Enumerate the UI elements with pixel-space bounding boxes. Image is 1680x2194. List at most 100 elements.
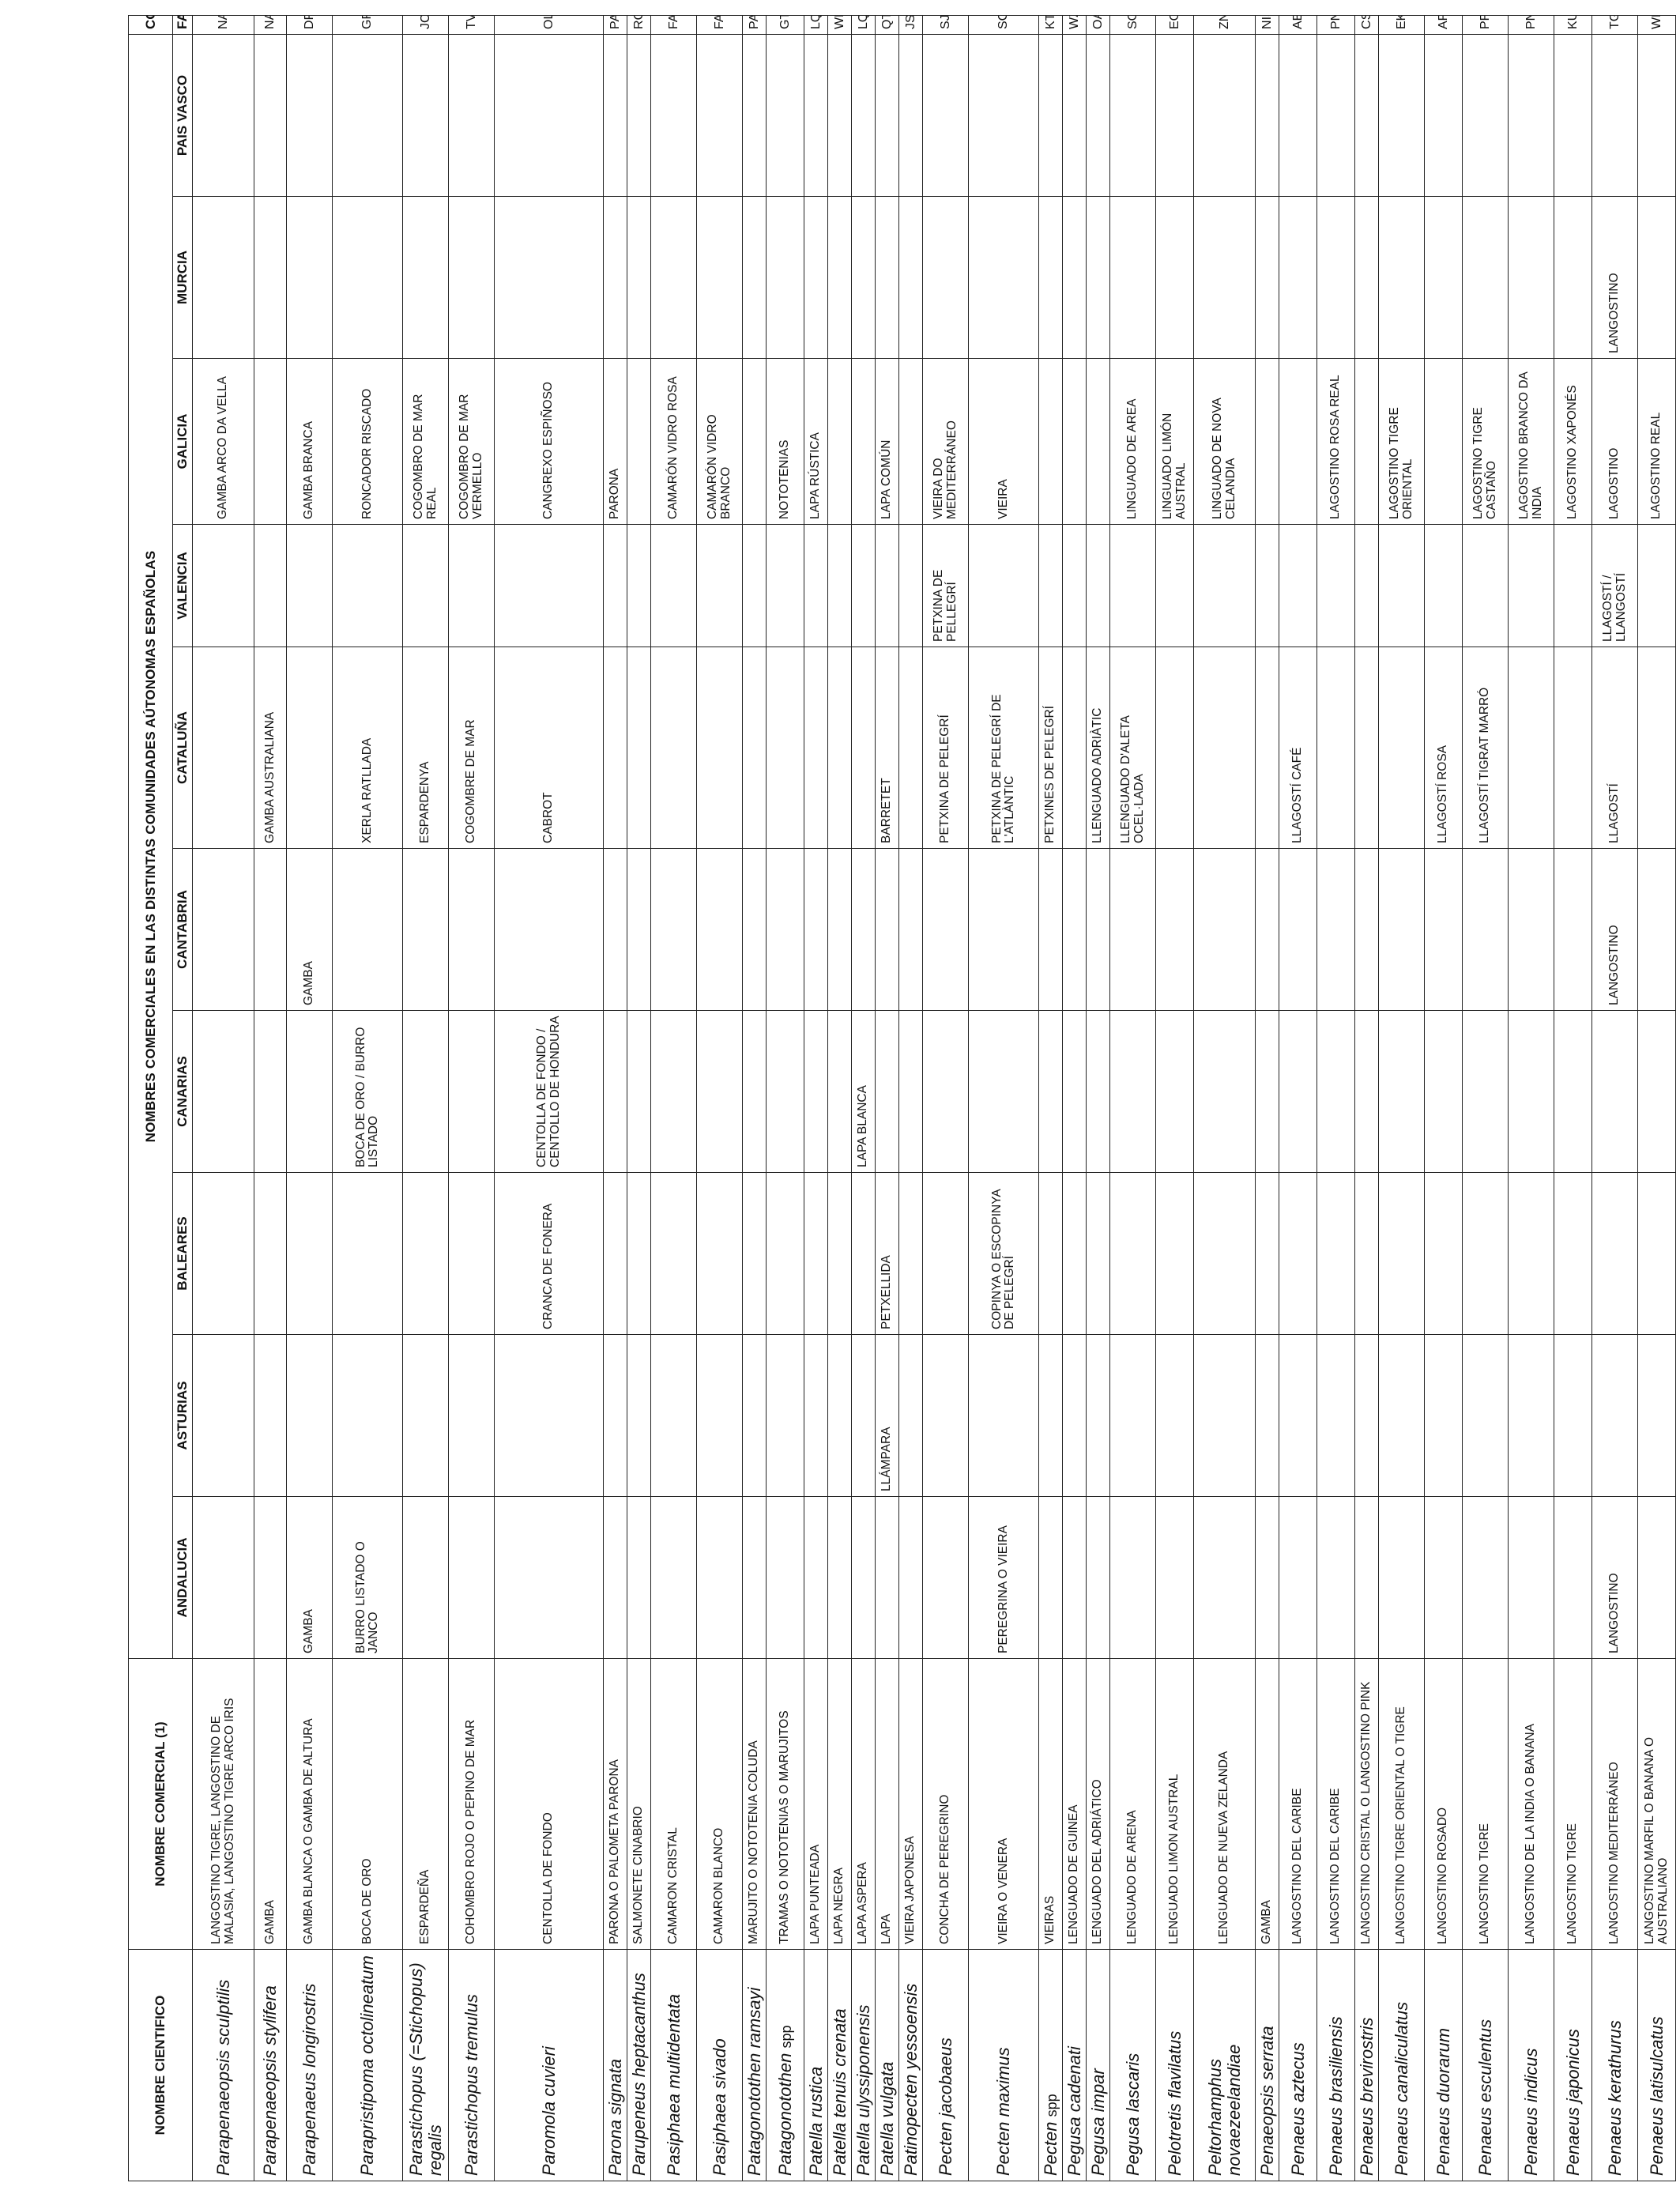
region-name-cell [766, 848, 804, 1011]
table-row: Penaeus aztecus LANGOSTINO DEL CARIBE LLAG… [1279, 15, 1317, 2181]
region-name-cell [603, 524, 627, 647]
region-name-cell: RONCADOR RISCADO [332, 358, 403, 525]
commercial-name: GAMBA [1255, 1658, 1279, 1950]
region-name-cell [766, 34, 804, 197]
region-name-cell [1255, 1496, 1279, 1659]
region-name-cell [494, 34, 604, 197]
region-name-cell [1508, 1334, 1554, 1497]
region-name-cell [922, 1334, 969, 1497]
region-name-cell [402, 524, 449, 647]
region-name-cell [1317, 1172, 1355, 1335]
region-name-cell [1279, 524, 1317, 647]
scientific-name: Penaeus brevirostris [1356, 2017, 1377, 2176]
region-name-cell [1317, 34, 1355, 197]
scientific-name-cell: Penaeus canaliculatus [1378, 1949, 1425, 2181]
scientific-name: Pegusa lascaris [1122, 2053, 1143, 2176]
scientific-name: Parapenaeopsis sculptilis [213, 1979, 233, 2176]
region-name-cell: COPINYA O ESCOPINYA DE PELEGRÍ [968, 1172, 1039, 1335]
region-name-cell [1591, 1172, 1638, 1335]
scientific-name: Parastichopus tremulus [461, 1994, 481, 2176]
region-name-cell [922, 196, 969, 359]
region-name-cell [922, 34, 969, 197]
region-name-cell [1462, 1334, 1509, 1497]
region-name-cell [1637, 848, 1676, 1011]
region-name-cell [1354, 1496, 1379, 1659]
commercial-name: PARONA O PALOMETA PARONA [603, 1658, 627, 1950]
region-name-cell [696, 1172, 743, 1335]
region-name-cell [898, 848, 923, 1011]
region-name-cell: PETXINA DE PELLEGRÍ [922, 524, 969, 647]
region-name-cell [1038, 1496, 1063, 1659]
region-name-cell [254, 358, 287, 525]
region-name-cell: LLÁMPARA [875, 1334, 899, 1497]
scientific-name-cell: Patella ulyssiponensis [851, 1949, 876, 2181]
region-name-cell [742, 524, 767, 647]
scientific-name-cell: Parastichopus (=Stichopus) regalis [402, 1949, 449, 2181]
region-name-cell [627, 1334, 651, 1497]
region-name-cell [827, 1172, 852, 1335]
fao-code: WKP [1637, 15, 1676, 35]
region-name-cell [1038, 196, 1063, 359]
region-name-cell [1193, 848, 1256, 1011]
table-row: Paromola cuvieri CENTOLLA DE FONDO CRANCA … [494, 15, 604, 2181]
fao-code: GRA [332, 15, 403, 35]
region-name-cell [696, 524, 743, 647]
region-name-cell [827, 1496, 852, 1659]
region-name-cell [766, 1172, 804, 1335]
region-name-cell [1637, 196, 1676, 359]
region-name-cell [1378, 647, 1425, 849]
region-name-cell [254, 524, 287, 647]
region-name-cell [1038, 1334, 1063, 1497]
region-name-cell [1086, 1334, 1110, 1497]
commercial-name: LANGOSTINO TIGRE [1462, 1658, 1509, 1950]
table-row: Penaeus brevirostris LANGOSTINO CRISTAL O… [1354, 15, 1379, 2181]
region-name-cell [603, 34, 627, 197]
region-name-cell [696, 1334, 743, 1497]
fao-code: WZA [1062, 15, 1087, 35]
region-name-cell [1038, 34, 1063, 197]
region-name-cell [1086, 34, 1110, 197]
scientific-name: Pelotretis flavilatus [1164, 2030, 1185, 2176]
scientific-name: Patagonotothen ramsayi [744, 1987, 764, 2177]
region-name-cell [1255, 1010, 1279, 1173]
region-name-cell [1062, 848, 1087, 1011]
scientific-name: Pecten [1040, 2121, 1060, 2177]
region-name-cell [1462, 196, 1509, 359]
region-name-cell [1591, 1334, 1638, 1497]
region-name-cell: CRANCA DE FONERA [494, 1172, 604, 1335]
region-name-cell [827, 848, 852, 1011]
region-name-cell [627, 1010, 651, 1173]
region-name-cell [1508, 1496, 1554, 1659]
region-name-cell: LLAGOSTÍ / LLANGOSTÍ [1591, 524, 1638, 647]
region-name-cell [804, 1496, 828, 1659]
region-name-cell [1317, 1010, 1355, 1173]
region-name-cell [1354, 34, 1379, 197]
region-name-cell [254, 196, 287, 359]
region-name-cell [742, 647, 767, 849]
region-name-cell [1424, 34, 1463, 197]
commercial-name: LENGUADO DE GUINEA [1062, 1658, 1087, 1950]
region-name-cell [922, 1010, 969, 1173]
region-name-cell [627, 524, 651, 647]
fao-code: ABS [1279, 15, 1317, 35]
scientific-name: Penaeus indicus [1520, 2048, 1541, 2176]
region-name-cell [1378, 1172, 1425, 1335]
region-name-cell [766, 1334, 804, 1497]
region-name-cell: LAPA COMÚN [875, 358, 899, 525]
scientific-name: Patinopecten yessoensis [900, 1983, 921, 2176]
region-name-cell [402, 1172, 449, 1335]
table-row: Patagonotothen spp TRAMAS O NOTOTENIAS O … [766, 15, 804, 2181]
scientific-name-cell: Patagonotothen ramsayi [742, 1949, 767, 2181]
header-region: BALEARES [172, 1172, 193, 1335]
scientific-name: Penaeus japonicus [1562, 2029, 1583, 2176]
region-name-cell [650, 1172, 697, 1335]
region-name-cell [875, 1010, 899, 1173]
commercial-name: LENGUADO DE ARENA [1109, 1658, 1156, 1950]
scientific-name-cell: Parapenaeopsis sculptilis [192, 1949, 254, 2181]
header-commercial-name: NOMBRE COMERCIAL (1) [128, 1658, 193, 1950]
region-name-cell [1193, 196, 1256, 359]
fao-code: LQY [851, 15, 876, 35]
fao-code: KTZ [1038, 15, 1063, 35]
region-name-cell [286, 524, 333, 647]
region-name-cell: ESPARDENYA [402, 647, 449, 849]
